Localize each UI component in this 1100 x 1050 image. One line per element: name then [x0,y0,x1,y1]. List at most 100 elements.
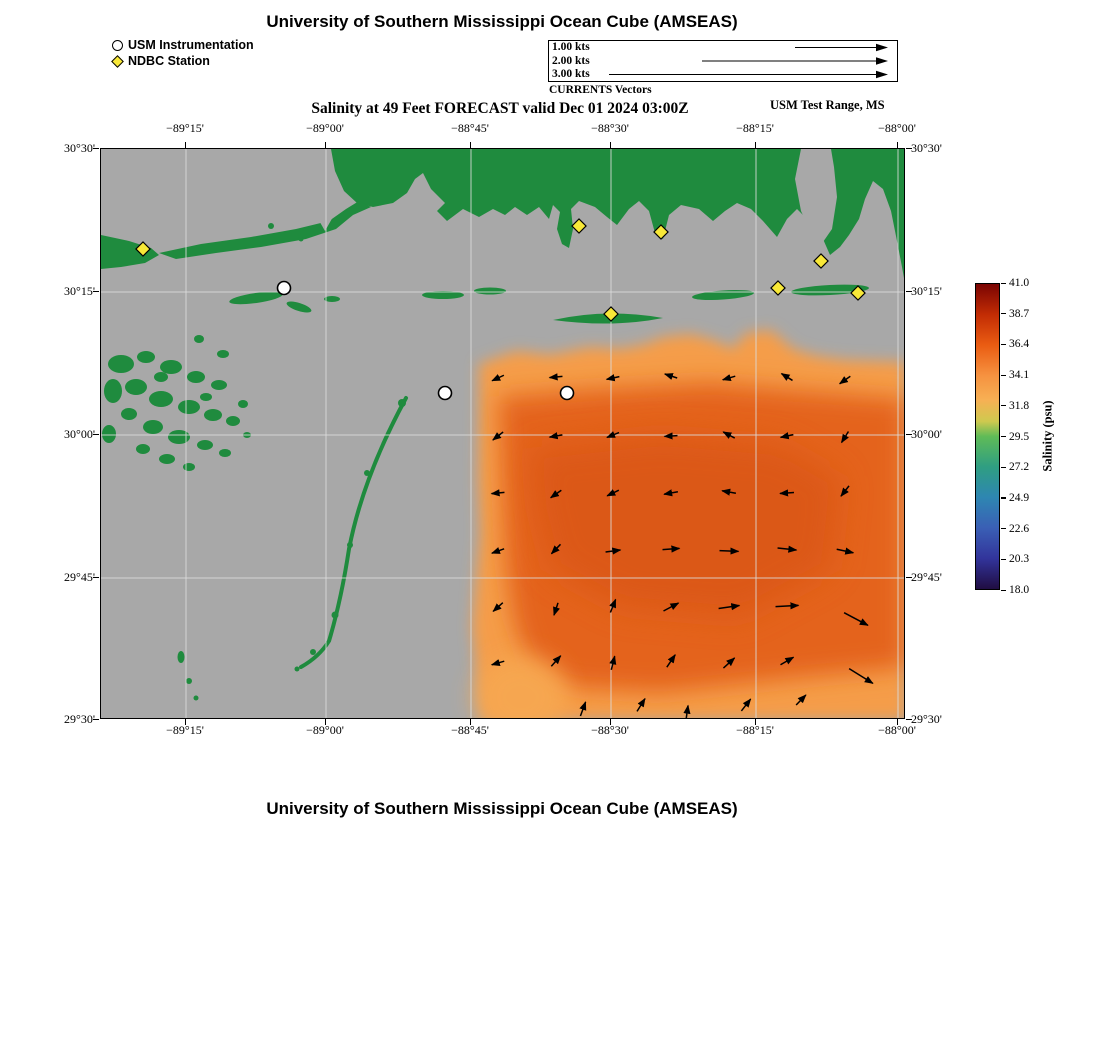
lat-tick-label-left: 30°15' [64,284,95,298]
colorbar-tick-label: 18.0 [1009,584,1030,596]
current-vector-arrow [779,432,794,440]
axis-tick [897,142,898,148]
ndbc-station-marker [135,241,151,257]
ndbc-station-marker [813,253,829,269]
grid-lines [101,149,904,718]
current-vector-arrow [492,431,504,441]
region-label: USM Test Range, MS [770,98,885,112]
ndbc-station-marker [770,280,786,296]
current-vector-arrow [663,373,678,380]
axis-tick [93,148,99,149]
current-vector-arrow [843,611,869,627]
colorbar-axis-label: Salinity (psu) [1040,400,1055,472]
current-vector-arrow [780,372,793,382]
current-vector-arrow [548,432,563,440]
colorbar-tick-label: 31.8 [1009,399,1030,412]
lat-tick-label-right: 29°45' [911,570,942,584]
usm-legend-label: USM Instrumentation [128,38,254,52]
axis-tick [1001,528,1006,530]
current-vector-arrow [718,603,741,611]
current-vector-arrow [550,543,562,555]
current-vector-arrow [663,432,678,440]
bottom-title: University of Southern Mississippi Ocean… [266,799,738,818]
ndbc-station-marker [603,306,619,322]
axis-tick [1001,343,1006,346]
lat-tick-label-left: 29°45' [64,570,95,584]
current-vector-arrow [848,667,874,685]
ndbc-station-marker [571,218,587,234]
colorbar-tick-label: 22.6 [1009,522,1030,535]
axis-tick [93,291,99,292]
colorbar-tick-label: 38.7 [1009,307,1030,320]
current-vector-arrow [775,602,800,610]
usm-station-marker [437,385,453,401]
salinity-field-corner [475,655,567,718]
current-vector-arrow [609,655,617,670]
current-vector-arrow [491,547,505,554]
usm-circle-icon [112,39,123,51]
current-vector-arrow [779,489,795,497]
axis-tick [93,719,99,720]
current-vector-arrow [609,598,617,613]
colorbar-tick-label: 29.5 [1009,430,1030,443]
axis-tick [93,577,99,578]
current-vector-arrow [740,698,752,712]
current-vector-arrow [636,697,646,712]
axis-tick [1001,497,1006,499]
axis-tick [470,719,471,725]
current-vector-arrow [721,488,737,496]
current-vector-arrow [606,489,620,497]
current-vector-arrow [548,373,563,381]
lon-tick-label-bottom: −88°00' [878,723,916,737]
currents-row-label: 2.00 kts [552,54,590,67]
marsh-islands [102,335,251,471]
current-vector-arrow [663,602,680,612]
currents-row: 1.00 kts [549,41,897,55]
lon-tick-label-top: −89°00' [306,121,344,135]
axis-tick [1001,466,1006,468]
colorbar-gradient [976,284,999,589]
ndbc-station-marker [850,285,866,301]
lon-tick-label-top: −88°15' [736,121,774,135]
current-vector-arrow [490,659,505,667]
axis-tick [610,719,611,725]
current-vector-arrow [840,485,850,497]
axis-tick [1001,558,1006,560]
axis-tick [906,291,912,292]
current-vector-arrow [662,545,681,553]
axis-tick [93,434,99,435]
current-vector-arrow [605,547,622,555]
axis-tick [906,719,912,720]
current-vector-arrow [836,547,855,555]
current-vector-arrow [721,374,736,382]
currents-caption: CURRENTS Vectors [549,84,652,96]
station-legend: USM Instrumentation NDBC Station [111,37,254,69]
axis-tick [185,142,186,148]
axis-tick [325,719,326,725]
axis-tick [470,142,471,148]
current-vector-arrow [492,602,504,612]
current-vector-arrow [666,654,676,668]
current-vector-arrow [579,701,587,717]
current-vector-arrow [606,431,620,439]
colorbar-tick-label: 34.1 [1009,369,1030,382]
colorbar-tick-label: 27.2 [1009,461,1030,474]
ndbc-diamond-icon [111,54,124,68]
axis-tick [610,142,611,148]
currents-row: 3.00 kts [549,68,897,82]
current-vector-arrow [553,602,560,617]
ndbc-legend-item: NDBC Station [111,53,254,69]
axis-tick [1001,436,1006,438]
mobile-bay [795,149,837,242]
colorbar-tick-label: 36.4 [1009,338,1030,351]
current-vector-arrow [722,657,736,669]
colorbar [975,283,1000,590]
axis-tick [325,142,326,148]
lat-tick-label-right: 30°30' [911,141,942,155]
barrier-islands [177,223,869,701]
lon-tick-label-bottom: −88°45' [451,723,489,737]
axis-tick [897,719,898,725]
lat-tick-label-left: 30°30' [64,141,95,155]
axis-tick [1001,282,1006,284]
current-vector-arrow [840,431,850,444]
